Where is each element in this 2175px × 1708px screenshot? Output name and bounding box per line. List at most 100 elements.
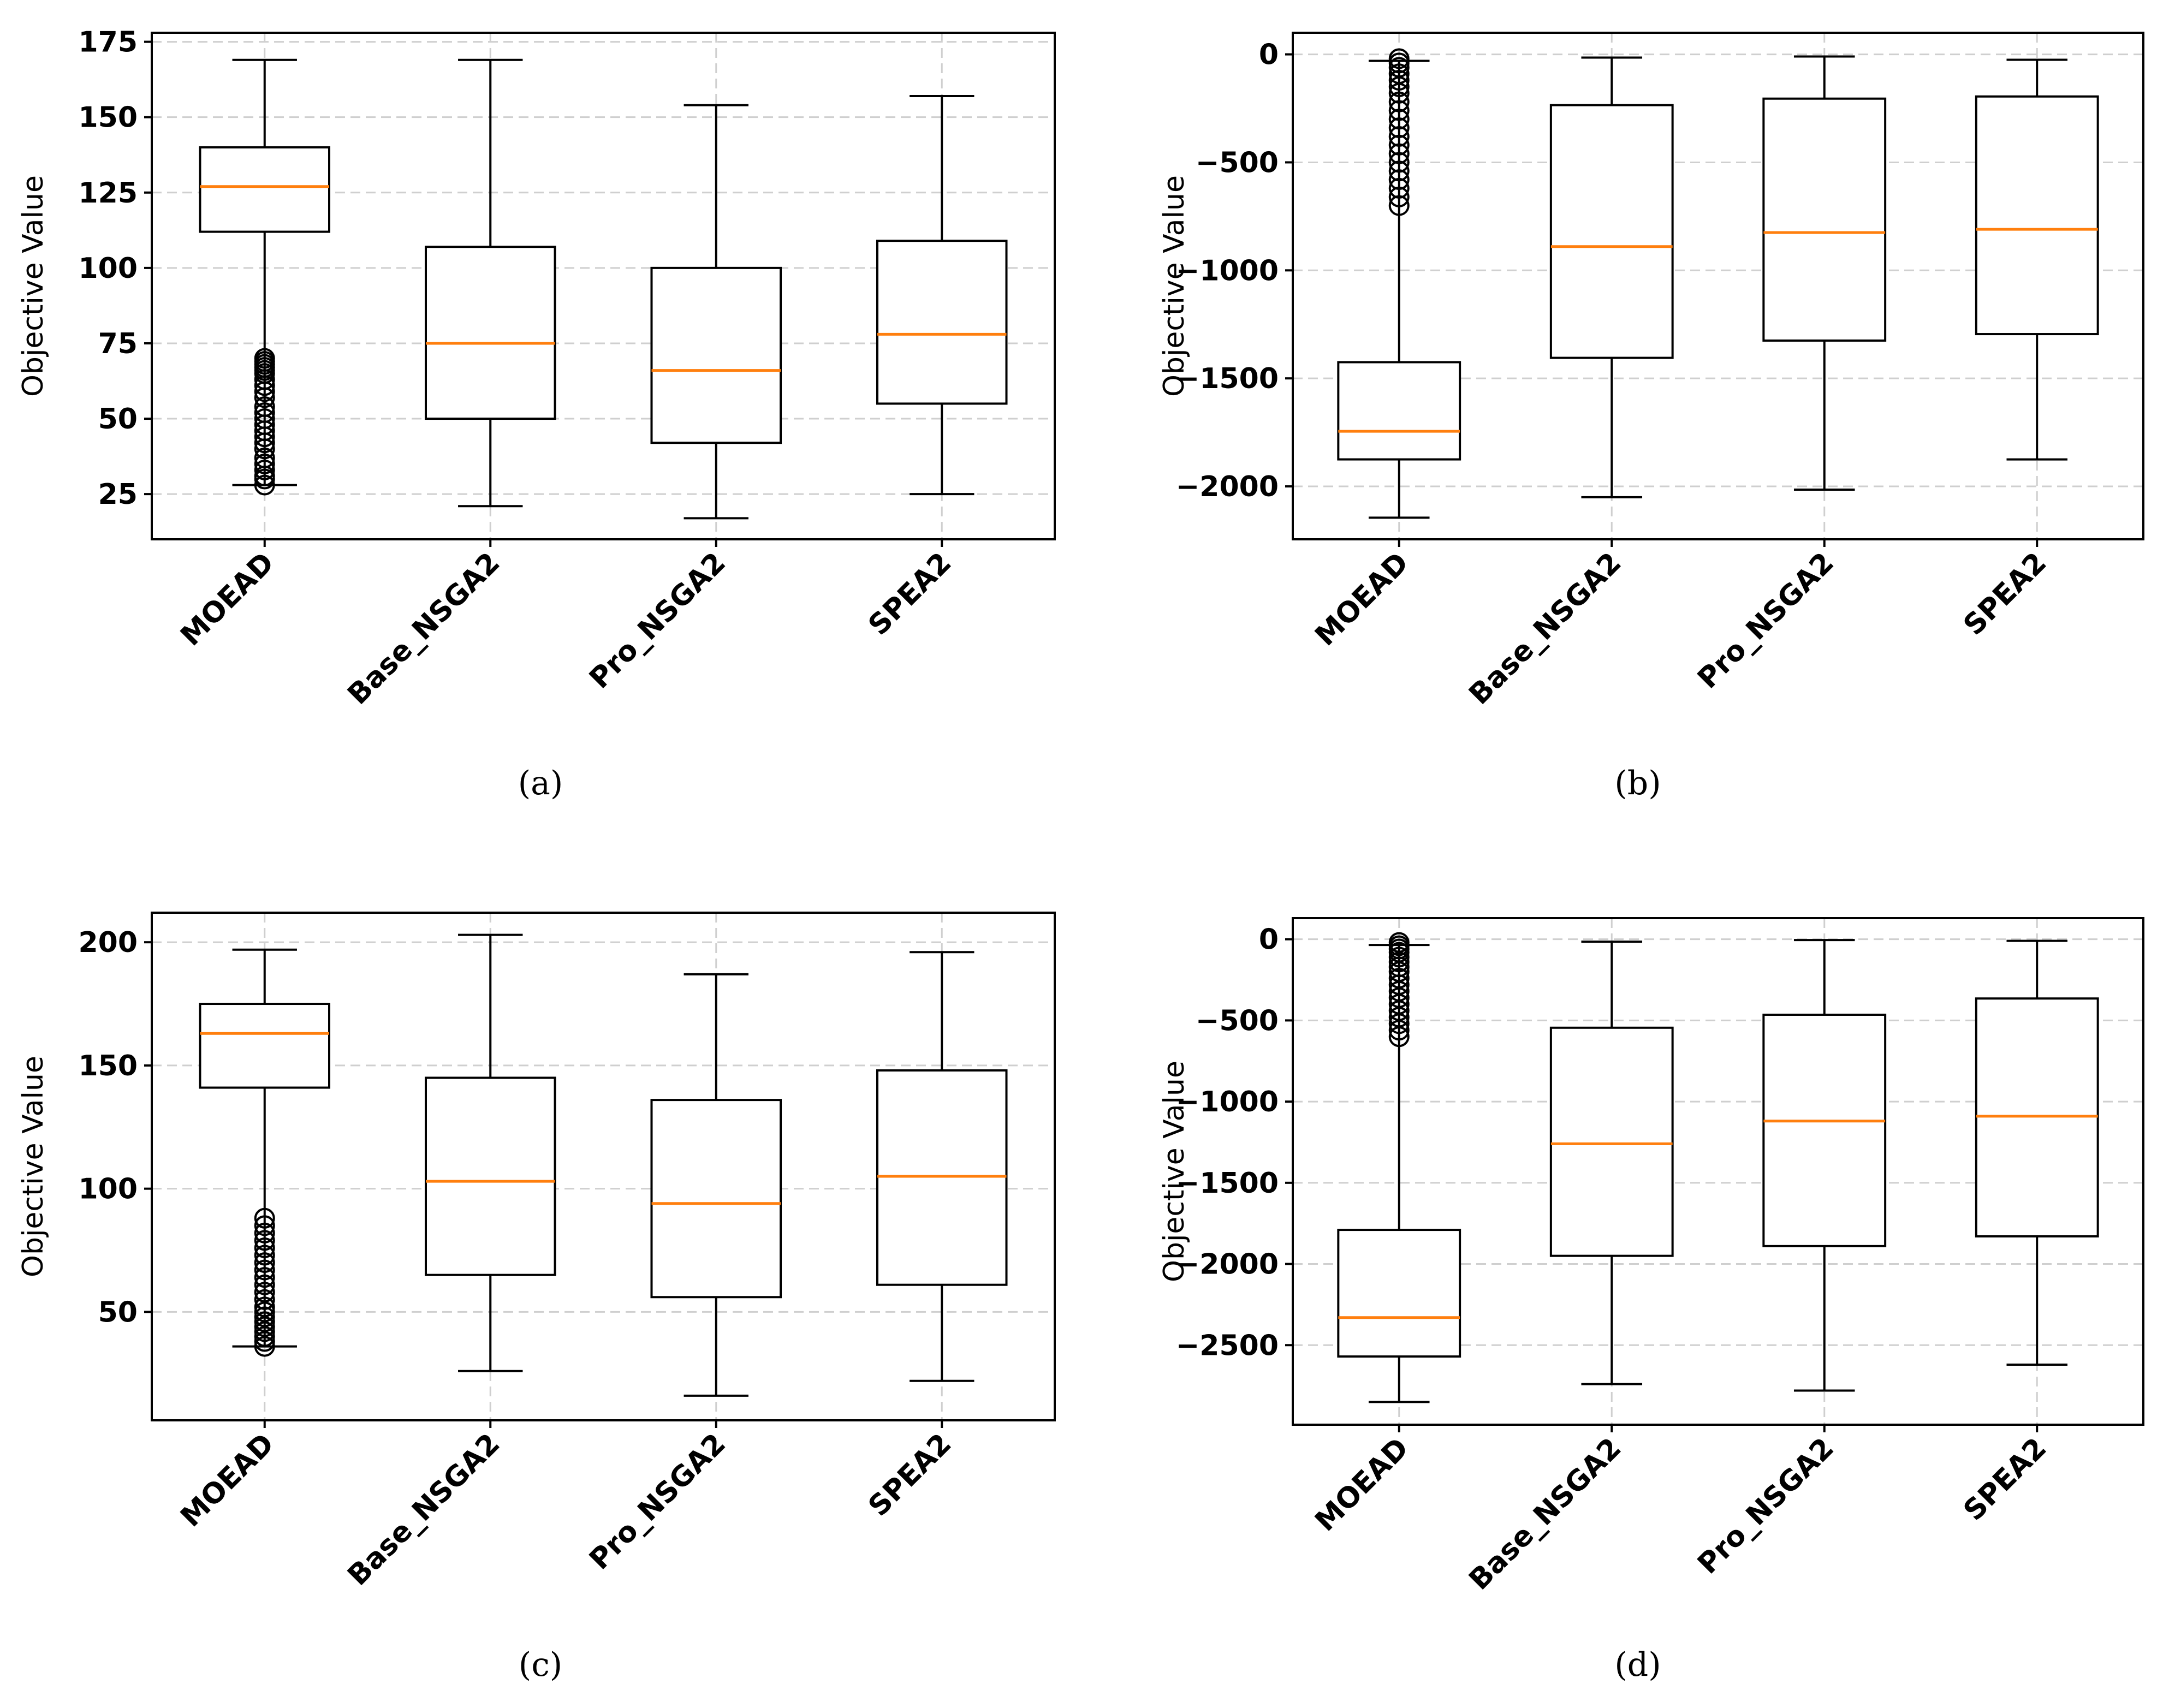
outlier-point <box>254 1296 275 1318</box>
y-tick-label: 25 <box>98 478 138 511</box>
y-tick-label: 175 <box>78 26 138 59</box>
outlier-point <box>1388 126 1410 147</box>
outlier-point <box>254 1306 275 1328</box>
x-tick-label: MOEAD <box>1309 546 1415 652</box>
x-tick-label: Base_NSGA2 <box>341 546 506 711</box>
outlier-point <box>254 402 275 423</box>
outlier-point <box>254 348 275 369</box>
outlier-point <box>254 1316 275 1337</box>
y-tick-label: −2500 <box>1176 1329 1279 1362</box>
x-tick-label: MOEAD <box>1309 1432 1415 1538</box>
outlier-point <box>1388 100 1410 121</box>
outlier-point <box>254 459 275 480</box>
x-tick-label: Pro_NSGA2 <box>1691 546 1840 695</box>
y-tick-label: 50 <box>98 403 138 436</box>
y-tick-label: −500 <box>1196 1004 1279 1037</box>
y-tick-label: 50 <box>98 1296 138 1329</box>
iqr-box <box>199 146 331 233</box>
outlier-point <box>1388 195 1410 216</box>
outlier-point <box>254 1321 275 1342</box>
outlier-point <box>254 1259 275 1281</box>
outlier-point <box>254 1331 275 1352</box>
iqr-box <box>424 246 556 420</box>
panel-caption: (a) <box>518 764 563 802</box>
axes-frame <box>1292 917 2144 1426</box>
outlier-point <box>1388 177 1410 199</box>
y-tick-label: 0 <box>1259 39 1279 72</box>
y-axis-label: Objective Value <box>1158 175 1191 397</box>
iqr-box <box>1762 1013 1887 1247</box>
axes-frame <box>151 32 1056 540</box>
x-tick-label: Base_NSGA2 <box>341 1427 506 1592</box>
outlier-point <box>254 453 275 474</box>
iqr-box <box>650 266 782 444</box>
axes-frame <box>1292 32 2144 540</box>
y-tick-label: −500 <box>1196 146 1279 179</box>
box-MOEAD <box>1337 48 1461 519</box>
x-tick-label: MOEAD <box>175 546 281 652</box>
outlier-point <box>1388 82 1410 104</box>
iqr-box <box>1975 95 2099 336</box>
x-tick-label: MOEAD <box>175 1427 281 1533</box>
iqr-box <box>1549 104 1674 359</box>
box-Pro_NSGA2 <box>650 104 782 520</box>
x-tick-label: Base_NSGA2 <box>1463 546 1627 711</box>
box-SPEA2 <box>876 951 1008 1382</box>
y-tick-label: 0 <box>1259 924 1279 956</box>
y-tick-label: 200 <box>78 926 138 959</box>
outlier-point <box>1388 70 1410 91</box>
y-axis-label: Objective Value <box>1158 1061 1191 1282</box>
y-tick-label: 150 <box>78 1050 138 1082</box>
outlier-point <box>254 1252 275 1273</box>
x-tick-label: SPEA2 <box>862 546 958 642</box>
outlier-point <box>1388 134 1410 156</box>
outlier-point <box>254 1267 275 1288</box>
iqr-box <box>1337 361 1461 461</box>
y-tick-label: 125 <box>78 177 138 210</box>
x-tick-label: Pro_NSGA2 <box>1691 1432 1840 1581</box>
panel-b: −2000 −1500 −1000 −500 0 MOEAD Base_NSGA2 Pro_N… <box>1158 32 2144 802</box>
outlier-point <box>1388 152 1410 173</box>
box-Pro_NSGA2 <box>1762 939 1887 1392</box>
outlier-point <box>1388 143 1410 164</box>
outlier-point <box>254 1289 275 1310</box>
panel-caption: (d) <box>1614 1646 1661 1684</box>
x-tick-label: Pro_NSGA2 <box>583 1427 732 1576</box>
box-Pro_NSGA2 <box>1762 55 1887 491</box>
box-SPEA2 <box>1975 58 2099 461</box>
axes-frame <box>151 912 1056 1421</box>
outlier-point <box>254 474 275 496</box>
outlier-point <box>254 1237 275 1258</box>
x-tick-label: SPEA2 <box>862 1427 958 1523</box>
outlier-point <box>1388 109 1410 130</box>
outlier-point <box>254 1301 275 1323</box>
outlier-point <box>1388 1020 1410 1041</box>
outlier-point <box>254 1274 275 1295</box>
outlier-point <box>254 1326 275 1347</box>
box-SPEA2 <box>876 95 1008 496</box>
outlier-point <box>1388 160 1410 182</box>
iqr-box <box>876 240 1008 405</box>
box-SPEA2 <box>1975 939 2099 1366</box>
y-tick-label: −1500 <box>1176 362 1279 395</box>
outlier-point <box>254 1245 275 1266</box>
iqr-box <box>1549 1026 1674 1257</box>
y-tick-label: 100 <box>78 252 138 285</box>
outlier-point <box>1388 169 1410 191</box>
outlier-point <box>1388 76 1410 97</box>
outlier-point <box>1388 951 1410 973</box>
outlier-point <box>254 1207 275 1229</box>
y-tick-label: 75 <box>98 328 138 360</box>
box-Base_NSGA2 <box>1549 56 1674 498</box>
outlier-point <box>254 1336 275 1357</box>
iqr-box <box>1762 97 1887 342</box>
outlier-point <box>254 1215 275 1236</box>
outlier-point <box>1388 1026 1410 1048</box>
iqr-box <box>650 1099 782 1299</box>
outlier-point <box>1388 186 1410 207</box>
iqr-box <box>424 1076 556 1276</box>
y-tick-label: −1500 <box>1176 1167 1279 1200</box>
iqr-box <box>199 1003 331 1089</box>
x-tick-label: SPEA2 <box>1957 546 2053 642</box>
outlier-point <box>254 396 275 417</box>
